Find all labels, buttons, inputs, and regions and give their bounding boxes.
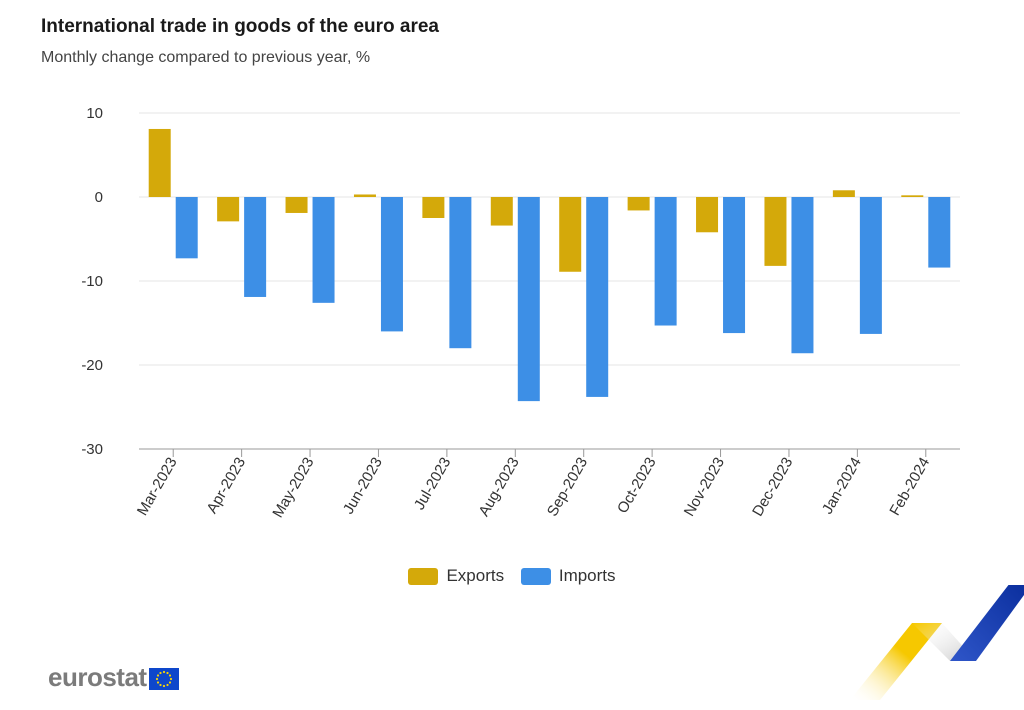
bar-exports-may-2023[interactable]: [285, 197, 308, 213]
bar-exports-nov-2023[interactable]: [696, 197, 719, 233]
bar-imports-jun-2023[interactable]: [380, 197, 403, 332]
legend-label-exports: Exports: [446, 566, 505, 585]
bar-exports-feb-2024[interactable]: [901, 195, 924, 197]
bar-exports-dec-2023[interactable]: [764, 197, 787, 266]
legend: Exports Imports: [0, 566, 1024, 590]
x-tick-label: Jan-2024: [819, 455, 865, 518]
x-tick-label: Apr-2023: [204, 455, 250, 517]
grid-lines: [139, 112, 960, 366]
bar-exports-sep-2023[interactable]: [559, 197, 582, 272]
y-axis-labels: 10 0 -10 -20 -30: [81, 105, 103, 458]
x-tick-label: Jul-2023: [411, 455, 454, 513]
bar-imports-mar-2023[interactable]: [175, 197, 198, 259]
y-tick-label: -20: [81, 357, 103, 374]
logo-text: eurostat: [48, 662, 147, 692]
legend-item-imports[interactable]: Imports: [520, 566, 616, 586]
bar-imports-jan-2024[interactable]: [859, 197, 882, 334]
x-axis: Mar-2023 Apr-2023 May-2023 Jun-2023 Jul-2023…: [134, 448, 960, 521]
bar-exports-apr-2023[interactable]: [217, 197, 240, 222]
bar-exports-oct-2023[interactable]: [627, 197, 650, 211]
chart-subtitle: Monthly change compared to previous year…: [41, 49, 371, 66]
y-tick-label: -10: [81, 273, 103, 290]
y-tick-label: 0: [95, 189, 103, 206]
x-tick-label: Feb-2024: [886, 455, 933, 519]
bars: [148, 128, 951, 402]
bar-imports-dec-2023[interactable]: [791, 197, 814, 354]
bar-imports-oct-2023[interactable]: [654, 197, 677, 326]
x-tick-label: Jun-2023: [340, 455, 386, 518]
legend-item-exports[interactable]: Exports: [408, 566, 504, 586]
legend-swatch-imports: [520, 567, 551, 585]
bar-imports-nov-2023[interactable]: [723, 197, 746, 334]
x-tick-label: Dec-2023: [749, 455, 796, 520]
bar-exports-aug-2023[interactable]: [490, 197, 513, 226]
bar-exports-mar-2023[interactable]: [148, 128, 171, 197]
chart-title: International trade in goods of the euro…: [41, 16, 439, 37]
bar-exports-jun-2023[interactable]: [353, 194, 376, 197]
eurostat-logo: eurostat: [48, 662, 179, 693]
x-tick-label: Sep-2023: [544, 455, 591, 520]
bar-chart: 10 0 -10 -20 -30 Mar-2023 Apr-2023 May-2023 Jun…: [81, 105, 960, 521]
bar-imports-aug-2023[interactable]: [517, 197, 540, 402]
eu-flag-icon: [148, 667, 179, 690]
bar-exports-jan-2024[interactable]: [832, 190, 855, 197]
x-tick-label: Mar-2023: [134, 455, 181, 519]
x-tick-label: Aug-2023: [476, 455, 523, 520]
y-tick-label: 10: [86, 105, 103, 122]
x-tick-label: Oct-2023: [614, 455, 660, 517]
y-tick-label: -30: [81, 441, 103, 458]
bar-imports-apr-2023[interactable]: [244, 197, 267, 297]
bar-imports-jul-2023[interactable]: [449, 197, 472, 349]
bar-exports-jul-2023[interactable]: [422, 197, 445, 218]
legend-label-imports: Imports: [558, 566, 616, 585]
bar-imports-may-2023[interactable]: [312, 197, 335, 303]
bar-imports-feb-2024[interactable]: [928, 197, 951, 268]
bar-imports-sep-2023[interactable]: [586, 197, 609, 397]
x-tick-label: Nov-2023: [681, 455, 728, 520]
legend-swatch-exports: [408, 567, 439, 585]
decorative-chevron-graphic: [850, 585, 1024, 700]
x-tick-label: May-2023: [269, 455, 317, 521]
